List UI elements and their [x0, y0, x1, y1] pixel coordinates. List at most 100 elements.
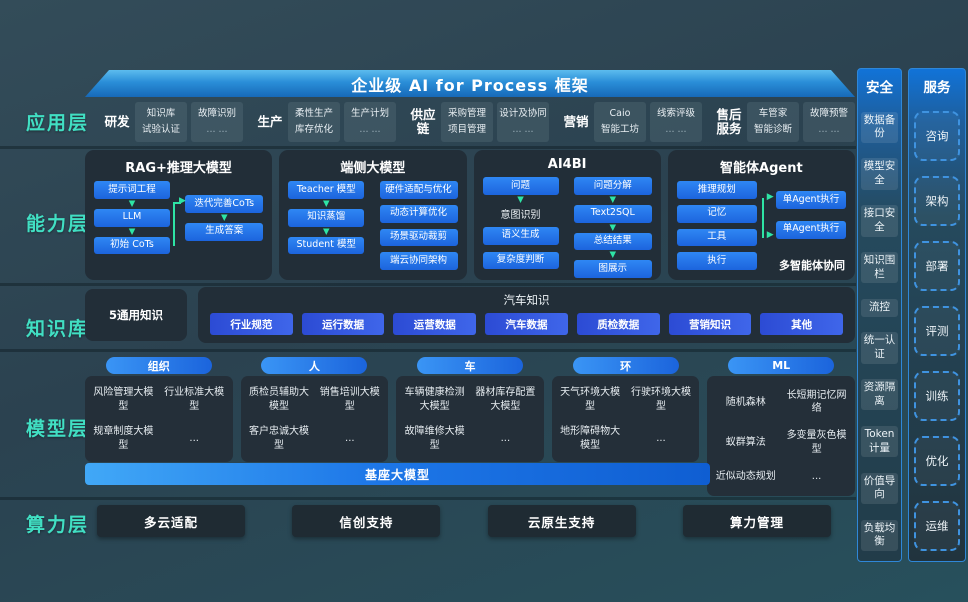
app-feature-box: 线索评级 ... ...	[650, 102, 702, 142]
compute-layer-row: 多云适配 信创支持 云原生支持 算力管理	[97, 505, 831, 537]
service-item: 评测	[914, 306, 960, 356]
flow-step: 复杂度判断	[482, 251, 559, 270]
app-feature-line: 柔性生产	[294, 108, 333, 120]
model-item-ellipsis: ...	[656, 432, 666, 444]
service-item: 架构	[914, 176, 960, 226]
app-feature-box: 知识库 试验认证	[135, 102, 187, 142]
flow-step: LLM	[94, 208, 170, 227]
app-feature-ellipsis: ... ...	[359, 124, 381, 135]
flow-step: 问题	[482, 177, 559, 195]
flow-step: 语义生成	[482, 226, 559, 245]
down-arrow-icon	[129, 199, 136, 209]
flow-step: 初始 CoTs	[94, 236, 170, 255]
security-item: 价值导向	[861, 472, 898, 505]
service-item: 优化	[914, 436, 960, 486]
model-category-pill: 组织	[105, 357, 212, 374]
model-item: 行驶环境大模型	[630, 387, 691, 412]
model-item: 销售培训大模型	[319, 387, 380, 412]
model-item: 近似动态规划	[715, 470, 776, 482]
flow-step: 总结结果	[573, 232, 652, 251]
service-item: 训练	[914, 371, 960, 421]
agent-exec-box: 单Agent执行	[776, 220, 846, 239]
general-knowledge-label: 5通用知识	[108, 308, 163, 322]
auto-knowledge-title: 汽车知识	[503, 293, 550, 307]
down-arrow-icon	[609, 195, 616, 205]
model-box: 风险管理大模型 行业标准大模型 规章制度大模型 ...	[85, 376, 233, 462]
layer-separator	[0, 283, 856, 286]
model-item: 故障维修大模型	[404, 426, 465, 451]
compute-item: 信创支持	[292, 505, 441, 537]
capability-box-rag: RAG+推理大模型 提示词工程 LLM 初始 CoTs 迭代完善CoTs 生成答…	[85, 150, 273, 280]
model-box: 质检员辅助大模型 销售培训大模型 客户忠诚大模型 ...	[240, 376, 389, 462]
layer-label-model: 模型层	[26, 418, 90, 440]
layer-label-knowledge: 知识库	[26, 318, 90, 340]
security-item: 资源隔离	[861, 379, 898, 411]
layer-separator	[0, 146, 856, 149]
model-item: 质检员辅助大模型	[248, 387, 309, 412]
right-arrow-icon	[767, 230, 774, 240]
app-feature-box: 故障识别 ... ...	[191, 102, 243, 142]
app-group-label: 研发	[104, 113, 130, 129]
app-feature-line: 故障预警	[809, 108, 848, 120]
services-sidebar: 服务 咨询 架构 部署 评测 训练 优化 运维	[908, 68, 966, 562]
list-item: 硬件适配与优化	[379, 181, 458, 199]
down-arrow-icon	[323, 227, 330, 237]
security-item: Token计量	[861, 425, 898, 458]
app-feature-ellipsis: ... ...	[512, 124, 534, 135]
security-item: 知识围栏	[861, 252, 898, 284]
model-item: 随机森林	[725, 396, 766, 408]
model-category-pill: ML	[728, 357, 835, 374]
app-feature-box: Caio 智能工坊	[594, 102, 646, 142]
layer-label-application: 应用层	[26, 112, 90, 134]
knowledge-item: 汽车数据	[485, 313, 568, 335]
app-group-supply-chain: 供应链 采购管理 项目管理 设计及协同 ... ...	[409, 102, 549, 142]
flow-connector-line	[761, 198, 764, 238]
app-feature-line: 知识库	[146, 108, 176, 120]
base-model-label: 基座大模型	[364, 467, 430, 482]
list-item: 场景驱动裁剪	[379, 228, 458, 247]
app-feature-box: 设计及协同 ... ...	[497, 102, 549, 142]
capability-box-ai4bi: AI4BI 问题 意图识别 语义生成 复杂度判断 问题分解 Text2SQL 总…	[473, 150, 661, 280]
compute-item: 云原生支持	[487, 505, 636, 537]
app-group-marketing: 营销 Caio 智能工坊 线索评级 ... ...	[562, 102, 702, 142]
flow-step: 提示词工程	[94, 181, 170, 199]
knowledge-item: 运营数据	[393, 313, 477, 335]
capability-box-title: 端侧大模型	[340, 161, 406, 176]
model-group-vehicle: 车 车辆健康检测大模型 器材库存配置大模型 故障维修大模型 ...	[396, 357, 544, 462]
model-layer-row: 组织 风险管理大模型 行业标准大模型 规章制度大模型 ... 人 质检员辅助大模…	[85, 357, 855, 496]
model-item-ellipsis: ...	[500, 432, 511, 444]
app-feature-line: 智能工坊	[600, 124, 639, 135]
knowledge-item: 质检数据	[576, 313, 660, 335]
flow-step: 生成答案	[185, 222, 264, 241]
down-arrow-icon	[129, 227, 136, 237]
down-arrow-icon	[221, 213, 228, 223]
security-item: 接口安全	[861, 205, 898, 237]
model-group-organization: 组织 风险管理大模型 行业标准大模型 规章制度大模型 ...	[85, 357, 233, 462]
model-item: 风险管理大模型	[93, 387, 154, 412]
flow-step: 迭代完善CoTs	[185, 195, 264, 213]
layer-separator	[0, 497, 856, 500]
capability-box-agent: 智能体Agent 推理规划 记忆 工具 执行 单Agent执行 单Agent执行…	[667, 150, 855, 280]
framework-title: 企业级 AI for Process 框架	[351, 75, 589, 95]
model-group-environment: 环 天气环境大模型 行驶环境大模型 地形障碍物大模型 ...	[551, 357, 700, 462]
layer-label-compute: 算力层	[26, 514, 90, 536]
model-category-pill: 环	[572, 357, 679, 374]
agent-exec-box: 单Agent执行	[776, 191, 846, 209]
knowledge-item: 运行数据	[301, 313, 385, 335]
model-item: 器材库存配置大模型	[475, 387, 536, 412]
general-knowledge-box: 5通用知识	[85, 289, 187, 341]
model-item: 客户忠诚大模型	[248, 426, 309, 451]
app-group-production: 生产 柔性生产 库存优化 生产计划 ... ...	[256, 102, 396, 142]
security-item: 流控	[861, 299, 898, 317]
model-box: 车辆健康检测大模型 器材库存配置大模型 故障维修大模型 ...	[396, 376, 544, 462]
app-feature-line: 生产计划	[350, 108, 389, 120]
app-feature-line: 采购管理	[447, 108, 486, 120]
model-box: 天气环境大模型 行驶环境大模型 地形障碍物大模型 ...	[551, 376, 700, 462]
list-item: 记忆	[676, 204, 757, 223]
auto-knowledge-box: 汽车知识 行业规范 运行数据 运营数据 汽车数据 质检数据 营销知识 其他	[198, 287, 855, 343]
base-foundation-model-bar: 基座大模型	[85, 463, 710, 485]
app-feature-box: 柔性生产 库存优化	[288, 102, 340, 142]
app-feature-line: 设计及协同	[499, 108, 547, 120]
model-item: 长短期记忆网络	[786, 389, 847, 415]
app-feature-ellipsis: ... ...	[818, 124, 840, 135]
